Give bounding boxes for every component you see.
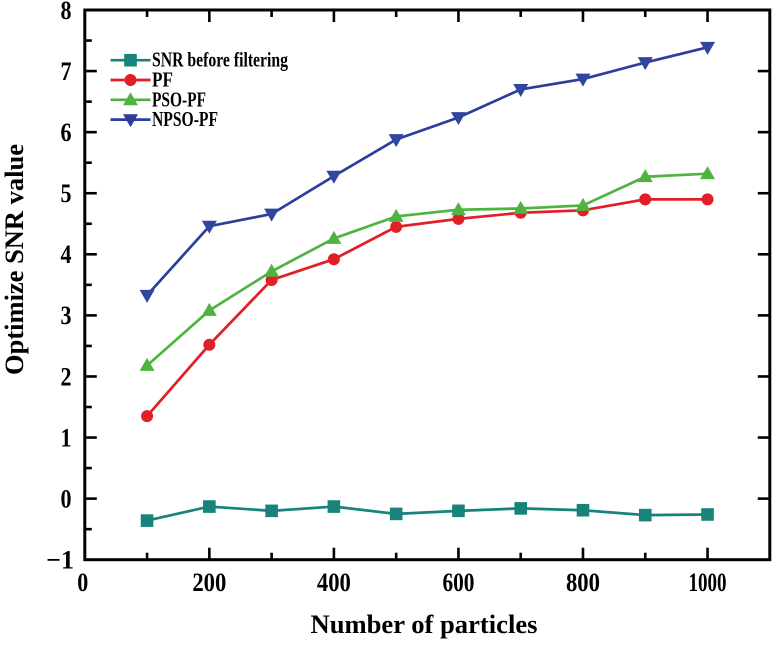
svg-text:5: 5	[61, 179, 72, 208]
svg-text:8: 8	[61, 0, 72, 25]
svg-text:PSO-PF: PSO-PF	[152, 87, 206, 111]
svg-text:400: 400	[317, 568, 351, 597]
svg-text:4: 4	[61, 240, 72, 269]
svg-text:0: 0	[61, 484, 72, 513]
svg-text:SNR before filtering: SNR before filtering	[152, 48, 288, 72]
svg-text:Optimize SNR value: Optimize SNR value	[0, 144, 29, 375]
svg-text:200: 200	[192, 568, 226, 597]
svg-text:7: 7	[61, 57, 72, 86]
svg-text:PF: PF	[152, 68, 173, 92]
svg-text:800: 800	[566, 568, 600, 597]
svg-text:1000: 1000	[689, 568, 727, 597]
svg-text:6: 6	[61, 118, 72, 147]
svg-text:NPSO-PF: NPSO-PF	[152, 107, 218, 131]
svg-text:600: 600	[442, 568, 474, 597]
svg-text:−1: −1	[46, 546, 74, 575]
svg-text:3: 3	[61, 301, 72, 330]
svg-text:Number of particles: Number of particles	[311, 610, 538, 639]
svg-text:0: 0	[77, 568, 88, 597]
svg-text:1: 1	[61, 423, 72, 452]
svg-text:2: 2	[61, 362, 72, 391]
